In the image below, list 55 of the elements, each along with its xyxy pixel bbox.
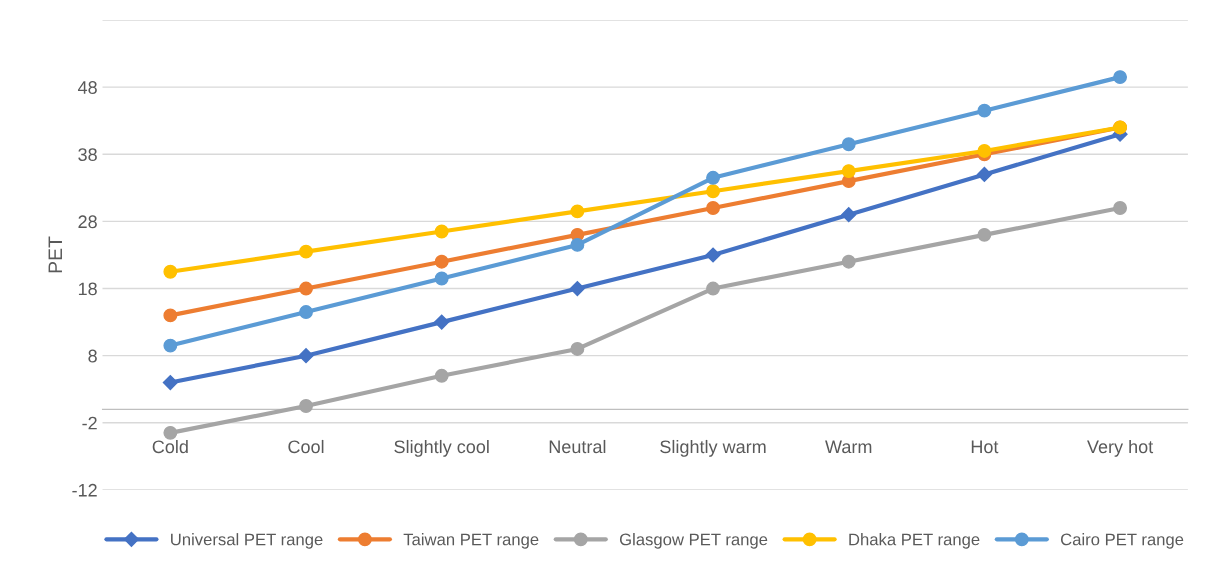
x-tick-label: Neutral [549, 439, 606, 454]
x-tick-label: Warm [825, 440, 872, 454]
y-tick-label: 18 [78, 282, 97, 296]
point [976, 166, 992, 183]
point [434, 271, 449, 286]
legend-label: Glasgow PET range [619, 533, 768, 549]
point [1113, 201, 1128, 215]
y-tick-label: 28 [78, 215, 97, 229]
x-tick-label: Slightly cool [394, 439, 489, 457]
y-tick-label: 38 [78, 148, 97, 162]
legend-label: Cairo PET range [1060, 533, 1184, 549]
point [299, 399, 313, 413]
x-tick-label: Hot [971, 440, 999, 454]
point [570, 237, 585, 252]
legend-label: Taiwan PET range [403, 533, 539, 549]
point [1113, 70, 1128, 85]
point [705, 247, 721, 263]
point [570, 204, 585, 219]
point [706, 201, 720, 215]
point [570, 342, 585, 356]
point [569, 280, 585, 297]
point [162, 374, 178, 391]
point [706, 170, 720, 185]
point [434, 224, 449, 239]
point [163, 308, 178, 323]
x-tick-label: Very hot [1087, 439, 1154, 457]
point [841, 137, 856, 152]
legend-label: Dhaka PET range [849, 533, 980, 549]
point [299, 281, 313, 296]
legend-label: Universal PET range [171, 533, 323, 549]
y-tick-label: -2 [82, 416, 97, 430]
point [706, 281, 720, 296]
point [299, 305, 313, 319]
x-tick-label: Cool [288, 439, 324, 454]
point [163, 425, 178, 440]
point [841, 207, 857, 223]
y-tick-label: -12 [72, 483, 97, 497]
y-axis-title: PET [48, 236, 62, 273]
point [299, 244, 313, 259]
point [841, 254, 856, 269]
point [977, 227, 992, 242]
y-tick-label: 48 [77, 81, 97, 94]
y-tick-label: 8 [88, 349, 97, 363]
x-tick-label: Cold [152, 439, 188, 454]
point [977, 143, 992, 158]
x-tick-label: Slightly warm [660, 439, 766, 457]
point [706, 184, 720, 199]
point [841, 164, 856, 179]
point [434, 314, 450, 330]
point [298, 348, 314, 364]
point [163, 264, 178, 279]
point [977, 103, 992, 118]
point [434, 254, 449, 269]
point [163, 338, 178, 353]
point [434, 368, 449, 383]
